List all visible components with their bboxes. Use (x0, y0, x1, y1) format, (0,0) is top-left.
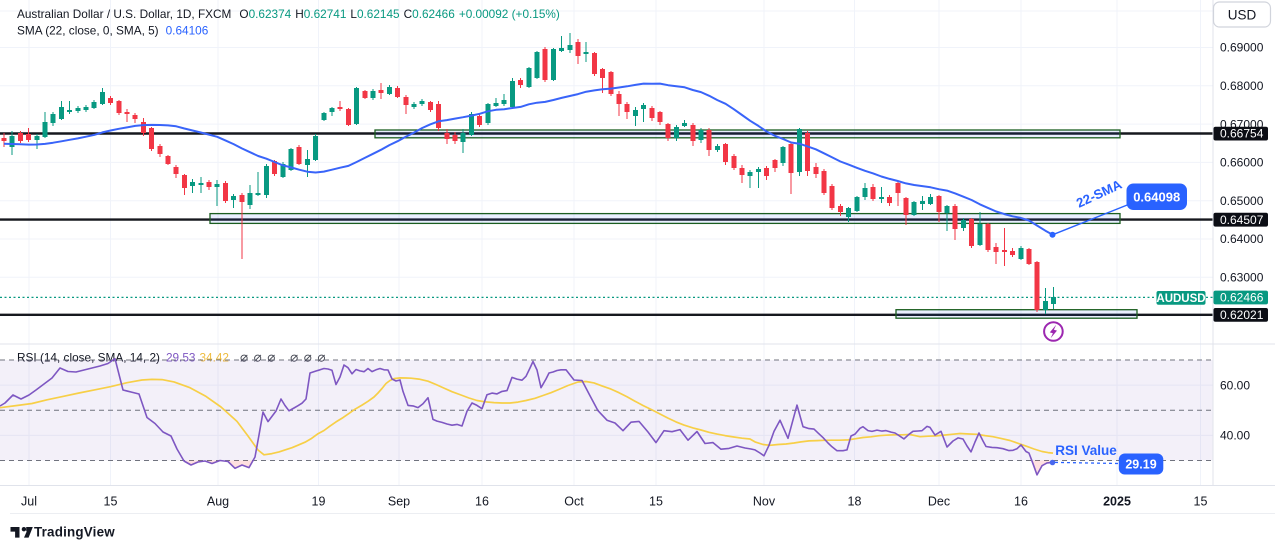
svg-text:RSI Value: RSI Value (1055, 443, 1117, 458)
svg-text:USD: USD (1228, 8, 1257, 23)
svg-text:Australian Dollar / U.S. Dolla: Australian Dollar / U.S. Dollar, 1D, FXC… (17, 7, 560, 21)
svg-text:60.00: 60.00 (1220, 378, 1250, 392)
svg-text:Aug: Aug (207, 495, 229, 509)
svg-text:15: 15 (649, 495, 663, 509)
svg-text:0.64507: 0.64507 (1220, 213, 1264, 227)
svg-text:RSI (14, close, SMA, 14, 2)29.: RSI (14, close, SMA, 14, 2) 29.53 34.42 (17, 351, 229, 365)
svg-text:15: 15 (104, 495, 118, 509)
svg-text:40.00: 40.00 (1220, 429, 1250, 443)
svg-text:0.69000: 0.69000 (1220, 41, 1264, 55)
svg-text:0.65000: 0.65000 (1220, 194, 1264, 208)
svg-text:Oct: Oct (564, 495, 584, 509)
svg-text:Nov: Nov (753, 495, 776, 509)
svg-text:0.64000: 0.64000 (1220, 232, 1264, 246)
svg-text:0.66754: 0.66754 (1220, 127, 1264, 141)
svg-text:Sep: Sep (388, 495, 410, 509)
svg-text:16: 16 (1014, 495, 1028, 509)
svg-text:⌀⌀⌀ ⌀⌀⌀: ⌀⌀⌀ ⌀⌀⌀ (240, 350, 331, 365)
svg-text:0.64098: 0.64098 (1133, 190, 1180, 205)
svg-text:18: 18 (848, 495, 862, 509)
svg-text:2025: 2025 (1103, 495, 1131, 509)
svg-text:19: 19 (312, 495, 326, 509)
svg-text:AUDUSD: AUDUSD (1156, 293, 1205, 305)
svg-text:0.68000: 0.68000 (1220, 79, 1264, 93)
svg-text:0.62021: 0.62021 (1220, 308, 1264, 322)
svg-text:15: 15 (1194, 495, 1208, 509)
svg-text:Dec: Dec (928, 495, 950, 509)
svg-text:Jul: Jul (21, 495, 37, 509)
svg-text:29.19: 29.19 (1125, 458, 1156, 472)
svg-text:0.63000: 0.63000 (1220, 271, 1264, 285)
svg-text:0.66000: 0.66000 (1220, 156, 1264, 170)
svg-text:0.62466: 0.62466 (1220, 291, 1264, 305)
svg-text:SMA (22, close, 0, SMA, 5)0.64: SMA (22, close, 0, SMA, 5) 0.64106 (17, 24, 209, 38)
svg-text:16: 16 (475, 495, 489, 509)
svg-text:TradingView: TradingView (34, 525, 115, 540)
